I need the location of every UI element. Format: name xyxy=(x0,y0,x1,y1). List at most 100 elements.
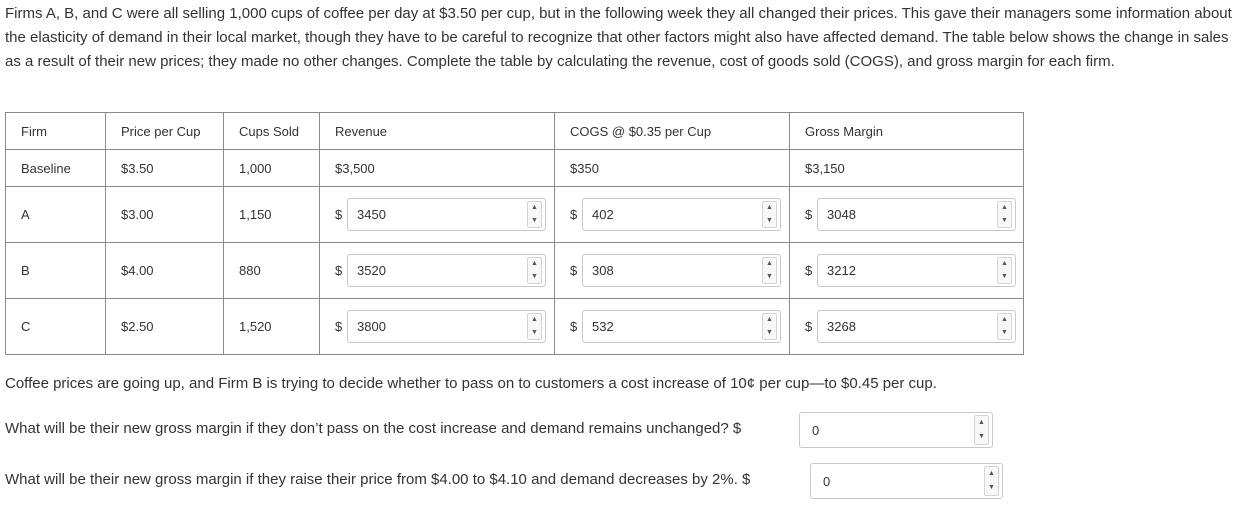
cogs-input[interactable]: 402 ▲ ▼ xyxy=(582,198,781,231)
spinner-up-icon[interactable]: ▲ xyxy=(978,419,985,426)
header-revenue: Revenue xyxy=(319,112,555,150)
spinner-buttons[interactable]: ▲ ▼ xyxy=(984,466,999,496)
revenue-input[interactable]: 3520 ▲ ▼ xyxy=(347,254,546,287)
margin-input[interactable]: 3048 ▲ ▼ xyxy=(817,198,1016,231)
spinner-buttons[interactable]: ▲ ▼ xyxy=(974,415,989,445)
header-price: Price per Cup xyxy=(105,112,224,150)
header-margin: Gross Margin xyxy=(789,112,1024,150)
spinner-buttons[interactable]: ▲ ▼ xyxy=(997,257,1012,284)
currency-symbol: $ xyxy=(805,319,813,334)
spinner-buttons[interactable]: ▲ ▼ xyxy=(762,313,777,340)
input-value: 3212 xyxy=(827,263,856,278)
spinner-buttons[interactable]: ▲ ▼ xyxy=(527,257,542,284)
spinner-buttons[interactable]: ▲ ▼ xyxy=(997,201,1012,228)
input-value: 3450 xyxy=(357,207,386,222)
input-value: 3268 xyxy=(827,319,856,334)
cell-revenue: $3450 ▲ ▼ xyxy=(319,186,555,243)
input-value: 3520 xyxy=(357,263,386,278)
revenue-input[interactable]: 3800 ▲ ▼ xyxy=(347,310,546,343)
cell-cups: 1,000 xyxy=(223,149,320,187)
header-cogs: COGS @ $0.35 per Cup xyxy=(554,112,790,150)
spinner-down-icon[interactable]: ▼ xyxy=(531,328,538,336)
input-value: 3048 xyxy=(827,207,856,222)
spinner-up-icon[interactable]: ▲ xyxy=(1001,260,1008,267)
cell-cogs: $532 ▲ ▼ xyxy=(554,298,790,355)
input-value: 3800 xyxy=(357,319,386,334)
cell-firm: C xyxy=(5,298,106,355)
intro-paragraph: Firms A, B, and C were all selling 1,000… xyxy=(5,5,1232,70)
question-1-text: What will be their new gross margin if t… xyxy=(5,420,742,437)
cell-firm: A xyxy=(5,186,106,243)
cell-price: $4.00 xyxy=(105,242,224,299)
currency-symbol: $ xyxy=(570,263,578,278)
cell-cups: 880 xyxy=(223,242,320,299)
cell-cups: 1,150 xyxy=(223,186,320,243)
cell-margin: $3268 ▲ ▼ xyxy=(789,298,1024,355)
spinner-down-icon[interactable]: ▼ xyxy=(1001,328,1008,336)
margin-input[interactable]: 3268 ▲ ▼ xyxy=(817,310,1016,343)
currency-symbol: $ xyxy=(335,207,343,222)
question-intro: Coffee prices are going up, and Firm B i… xyxy=(5,375,937,392)
cell-revenue: $3520 ▲ ▼ xyxy=(319,242,555,299)
currency-symbol: $ xyxy=(335,263,343,278)
spinner-up-icon[interactable]: ▲ xyxy=(1001,316,1008,323)
spinner-down-icon[interactable]: ▼ xyxy=(1001,272,1008,280)
spinner-down-icon[interactable]: ▼ xyxy=(988,484,995,491)
cell-revenue: $3800 ▲ ▼ xyxy=(319,298,555,355)
spinner-up-icon[interactable]: ▲ xyxy=(531,204,538,211)
cogs-input[interactable]: 532 ▲ ▼ xyxy=(582,310,781,343)
cell-price: $3.00 xyxy=(105,186,224,243)
input-value: 0 xyxy=(812,422,820,438)
table-row-baseline: Baseline $3.50 1,000 $3,500 $350 $3,150 xyxy=(5,149,1024,187)
spinner-up-icon[interactable]: ▲ xyxy=(531,260,538,267)
spinner-buttons[interactable]: ▲ ▼ xyxy=(527,201,542,228)
margin-input[interactable]: 3212 ▲ ▼ xyxy=(817,254,1016,287)
cell-cups: 1,520 xyxy=(223,298,320,355)
currency-symbol: $ xyxy=(570,319,578,334)
spinner-up-icon[interactable]: ▲ xyxy=(766,316,773,323)
spinner-buttons[interactable]: ▲ ▼ xyxy=(527,313,542,340)
input-value: 402 xyxy=(592,207,614,222)
currency-symbol: $ xyxy=(570,207,578,222)
header-firm: Firm xyxy=(5,112,106,150)
cell-firm: Baseline xyxy=(5,149,106,187)
table-row-a: A $3.00 1,150 $3450 ▲ ▼ $402 ▲ ▼ $3048 ▲ ▼ xyxy=(5,186,1024,243)
spinner-down-icon[interactable]: ▼ xyxy=(766,328,773,336)
spinner-down-icon[interactable]: ▼ xyxy=(766,216,773,224)
spinner-up-icon[interactable]: ▲ xyxy=(766,260,773,267)
input-value: 0 xyxy=(823,473,831,489)
spinner-up-icon[interactable]: ▲ xyxy=(1001,204,1008,211)
currency-symbol: $ xyxy=(805,207,813,222)
table-row-c: C $2.50 1,520 $3800 ▲ ▼ $532 ▲ ▼ $3268 ▲ ▼ xyxy=(5,298,1024,355)
spinner-up-icon[interactable]: ▲ xyxy=(988,470,995,477)
spinner-down-icon[interactable]: ▼ xyxy=(978,433,985,440)
question-2-input[interactable]: 0 ▲ ▼ xyxy=(810,463,1003,499)
currency-symbol: $ xyxy=(335,319,343,334)
cell-firm: B xyxy=(5,242,106,299)
spinner-up-icon[interactable]: ▲ xyxy=(766,204,773,211)
spinner-down-icon[interactable]: ▼ xyxy=(1001,216,1008,224)
question-1-input[interactable]: 0 ▲ ▼ xyxy=(799,412,993,448)
spinner-down-icon[interactable]: ▼ xyxy=(531,216,538,224)
question-2-text: What will be their new gross margin if t… xyxy=(5,471,751,488)
cogs-input[interactable]: 308 ▲ ▼ xyxy=(582,254,781,287)
spinner-down-icon[interactable]: ▼ xyxy=(531,272,538,280)
cell-cogs: $402 ▲ ▼ xyxy=(554,186,790,243)
spinner-buttons[interactable]: ▲ ▼ xyxy=(762,257,777,284)
spinner-buttons[interactable]: ▲ ▼ xyxy=(997,313,1012,340)
table-row-b: B $4.00 880 $3520 ▲ ▼ $308 ▲ ▼ $3212 ▲ ▼ xyxy=(5,242,1024,299)
cell-cogs: $308 ▲ ▼ xyxy=(554,242,790,299)
input-value: 308 xyxy=(592,263,614,278)
cell-cogs: $350 xyxy=(554,149,790,187)
spinner-down-icon[interactable]: ▼ xyxy=(766,272,773,280)
cell-margin: $3048 ▲ ▼ xyxy=(789,186,1024,243)
currency-symbol: $ xyxy=(805,263,813,278)
spinner-buttons[interactable]: ▲ ▼ xyxy=(762,201,777,228)
cell-margin: $3,150 xyxy=(789,149,1024,187)
revenue-input[interactable]: 3450 ▲ ▼ xyxy=(347,198,546,231)
spinner-up-icon[interactable]: ▲ xyxy=(531,316,538,323)
input-value: 532 xyxy=(592,319,614,334)
cell-margin: $3212 ▲ ▼ xyxy=(789,242,1024,299)
cell-price: $3.50 xyxy=(105,149,224,187)
table-header-row: Firm Price per Cup Cups Sold Revenue COG… xyxy=(5,112,1024,150)
